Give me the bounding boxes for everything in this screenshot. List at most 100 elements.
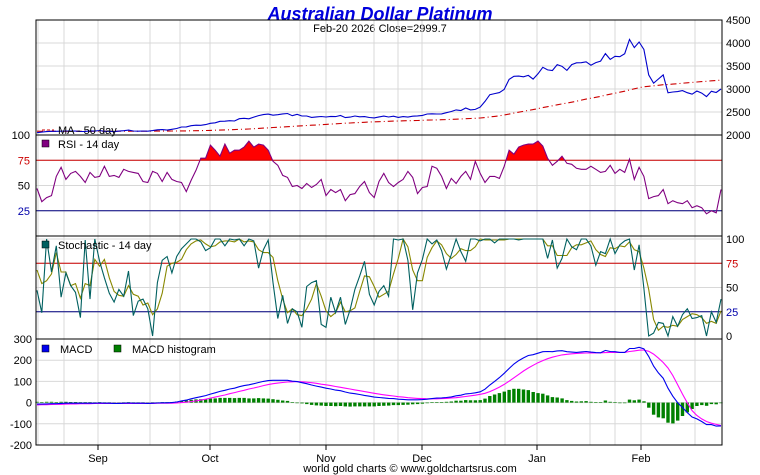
macd-histogram-bar — [69, 402, 73, 403]
rsi-y-tick-label: 50 — [18, 181, 30, 193]
macd-histogram-bar — [521, 389, 526, 403]
macd-histogram-bar — [228, 397, 232, 403]
macd-histogram-bar — [199, 399, 203, 403]
macd-histogram-bar — [545, 395, 550, 403]
macd-y-tick-label: 300 — [14, 334, 32, 346]
macd-histogram-bar — [531, 392, 535, 403]
price-y-tick-label: 3000 — [726, 84, 750, 96]
macd-histogram-bar — [391, 402, 396, 406]
macd-histogram-bar — [45, 401, 49, 403]
macd-histogram-bar — [671, 402, 675, 424]
macd-histogram-bar — [676, 402, 680, 421]
macd-histogram-bar — [656, 402, 661, 418]
macd-histogram-bar — [526, 390, 530, 403]
macd-histogram-bar — [627, 399, 632, 403]
macd-histogram-bar — [565, 400, 569, 403]
macd-histogram-bar — [256, 398, 261, 403]
macd-histogram-bar — [276, 399, 280, 403]
macd-histogram-bar — [647, 402, 651, 408]
macd-histogram-bar — [488, 396, 492, 403]
price-y-tick-label: 2000 — [726, 130, 750, 142]
legend-macd-histogram: MACD histogram — [132, 344, 216, 356]
macd-histogram-bar — [223, 397, 227, 403]
macd-y-tick-label: -100 — [10, 419, 32, 431]
macd-histogram-bar — [285, 400, 290, 403]
macd-signal-line — [36, 349, 722, 427]
macd-histogram-bar — [618, 402, 622, 404]
rsi-y-tick-label: 100 — [12, 130, 30, 142]
macd-histogram-bar — [642, 401, 646, 403]
macd-histogram-bar — [362, 402, 367, 407]
macd-y-tick-label: 0 — [26, 398, 32, 410]
macd-histogram-bar — [406, 402, 410, 405]
chart-subtitle: Feb-20 2026 Close=2999.7 — [313, 23, 447, 35]
rsi-y-tick-label: 75 — [18, 155, 30, 167]
macd-histogram-bar — [208, 398, 213, 403]
macd-histogram-bar — [613, 402, 617, 403]
macd-histogram-bar — [358, 402, 362, 407]
macd-histogram-bar — [281, 400, 285, 403]
macd-histogram-bar — [560, 398, 564, 403]
macd-histogram-bar — [584, 401, 588, 403]
macd-histogram-bar — [454, 400, 458, 403]
macd-histogram-bar — [266, 398, 270, 403]
macd-histogram-bar — [309, 402, 314, 405]
legend-macd: MACD — [60, 344, 92, 356]
macd-histogram-bar — [492, 394, 497, 403]
macd-histogram-bar — [319, 402, 323, 406]
macd-histogram-bar — [179, 400, 184, 403]
macd-histogram-bar — [305, 402, 309, 405]
stoch-y-tick-label: 50 — [726, 283, 738, 295]
macd-histogram-bar — [536, 393, 540, 403]
macd-histogram-bar — [594, 402, 598, 403]
macd-histogram-bar — [512, 388, 516, 403]
stoch-d-line — [36, 237, 722, 332]
macd-histogram-bar — [382, 402, 386, 406]
macd-histogram-bar — [261, 398, 266, 403]
stoch-y-tick-label: 100 — [726, 234, 744, 246]
macd-histogram-bar — [598, 402, 603, 403]
macd-histogram-bar — [411, 402, 415, 405]
macd-histogram-bar — [415, 402, 420, 405]
legend-histogram-swatch — [113, 344, 122, 353]
macd-histogram-bar — [637, 399, 641, 403]
macd-histogram-bar — [324, 402, 328, 406]
macd-histogram-bar — [709, 402, 714, 405]
macd-histogram-bar — [570, 400, 574, 403]
x-tick-label-nov: Nov — [316, 453, 336, 465]
macd-histogram-bar — [473, 400, 478, 403]
macd-histogram-bar — [497, 393, 502, 403]
macd-histogram-bar — [247, 398, 251, 403]
macd-histogram-bar — [719, 402, 723, 404]
macd-histogram-bar — [695, 402, 699, 406]
macd-histogram-bar — [704, 402, 709, 406]
macd-histogram-bar — [377, 402, 381, 406]
macd-histogram-bar — [213, 398, 217, 403]
macd-histogram-bar — [338, 402, 343, 406]
stoch-y-tick-label: 0 — [726, 331, 732, 343]
macd-y-tick-label: -200 — [10, 440, 32, 452]
macd-histogram-bar — [468, 400, 473, 403]
macd-histogram-bar — [507, 389, 511, 403]
macd-histogram-bar — [690, 402, 694, 409]
macd-histogram-bar — [623, 402, 627, 404]
macd-histogram-bar — [608, 401, 612, 403]
macd-histogram-bar — [680, 402, 685, 416]
macd-histogram-bar — [464, 400, 468, 403]
macd-histogram-bar — [353, 402, 357, 407]
rsi-overbought-fill — [506, 141, 549, 161]
legend-rsi: RSI - 14 day — [58, 139, 120, 151]
macd-histogram-bar — [300, 402, 304, 404]
x-tick-label-feb: Feb — [632, 453, 651, 465]
macd-histogram-bar — [661, 402, 665, 419]
macd-histogram-bar — [35, 401, 39, 403]
macd-histogram-bar — [387, 402, 391, 406]
macd-histogram-bar — [396, 402, 400, 406]
macd-histogram-bar — [478, 400, 482, 403]
price-line — [36, 38, 722, 134]
macd-y-tick-label: 200 — [14, 355, 32, 367]
macd-histogram-bar — [439, 402, 444, 403]
macd-histogram-bar — [603, 400, 608, 403]
macd-histogram-bar — [334, 402, 338, 407]
